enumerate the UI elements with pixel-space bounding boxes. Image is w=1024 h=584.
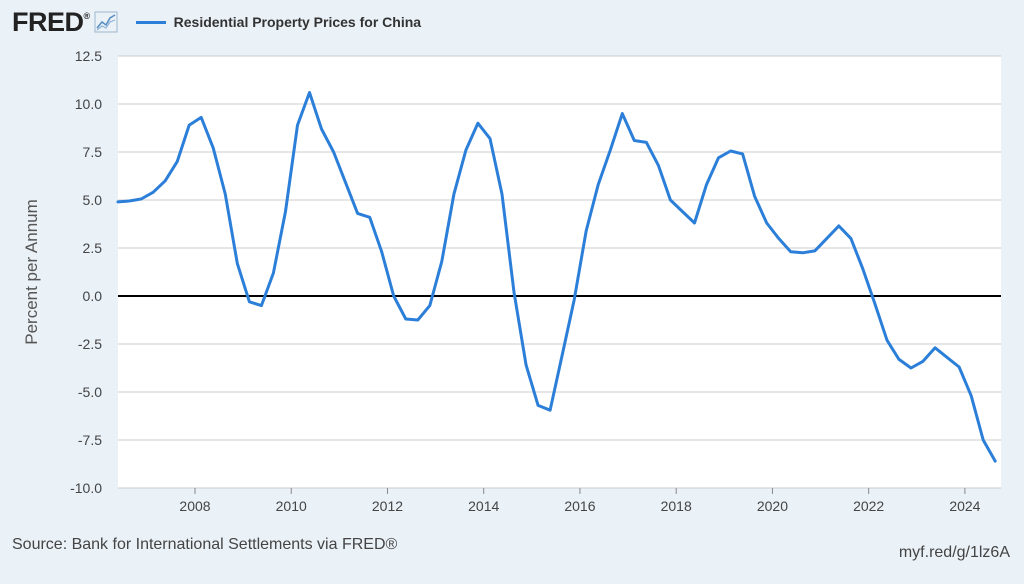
y-tick-label: -7.5 — [78, 432, 102, 448]
x-tick-label: 2012 — [372, 498, 403, 514]
logo-text: FRED — [12, 6, 84, 37]
logo-registered-mark: ® — [83, 10, 91, 21]
graph-header: FRED ® Residential Property Prices for C… — [12, 6, 421, 38]
y-tick-label: 10.0 — [75, 96, 102, 112]
chart-trend-icon — [94, 11, 118, 33]
x-tick-label: 2022 — [853, 498, 884, 514]
series-line — [116, 91, 997, 463]
x-tick-label: 2008 — [179, 498, 210, 514]
x-tick-label: 2018 — [661, 498, 692, 514]
plot-area — [118, 56, 1001, 488]
y-tick-label: -2.5 — [78, 336, 102, 352]
y-tick-label: 5.0 — [83, 192, 103, 208]
chart-legend: Residential Property Prices for China — [135, 14, 422, 30]
y-axis-label: Percent per Annum — [22, 199, 41, 345]
x-tick-label: 2024 — [949, 498, 980, 514]
x-tick-label: 2010 — [276, 498, 307, 514]
legend-swatch — [135, 20, 166, 24]
y-tick-label: -5.0 — [78, 384, 102, 400]
y-tick-label: 2.5 — [83, 240, 103, 256]
fred-logo[interactable]: FRED ® — [12, 7, 118, 38]
source-note: Source: Bank for International Settlemen… — [12, 536, 398, 553]
y-tick-label: 7.5 — [83, 144, 103, 160]
y-tick-label: 0.0 — [83, 288, 103, 304]
y-tick-label: -10.0 — [70, 480, 102, 496]
x-tick-label: 2020 — [757, 498, 788, 514]
legend-series-label: Residential Property Prices for China — [173, 14, 422, 30]
short-link[interactable]: myf.red/g/1lz6A — [898, 544, 1010, 561]
x-tick-label: 2014 — [468, 498, 499, 514]
x-tick-label: 2016 — [564, 498, 595, 514]
y-tick-label: 12.5 — [75, 48, 102, 64]
